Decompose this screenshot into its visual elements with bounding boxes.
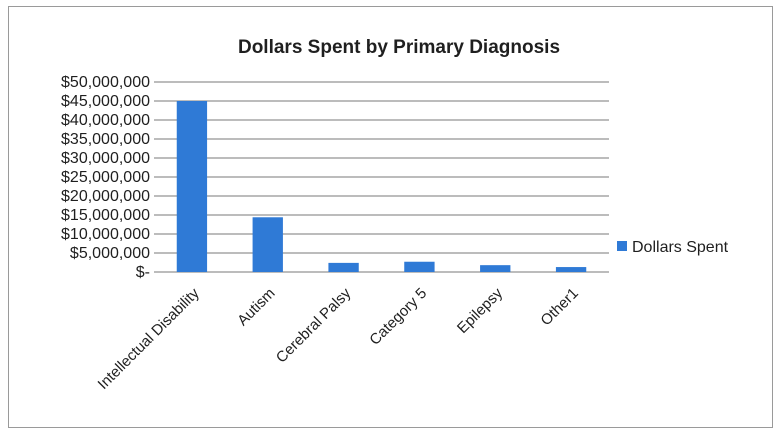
bar <box>480 265 511 272</box>
bar-chart: Dollars Spent by Primary Diagnosis $- $5,… <box>61 37 729 393</box>
y-tick-label: $20,000,000 <box>61 188 150 205</box>
y-tick-label: $30,000,000 <box>61 150 150 167</box>
y-tick-label: $15,000,000 <box>61 207 150 224</box>
bars <box>176 101 587 272</box>
y-tick-label: $- <box>136 264 150 281</box>
y-tick-label: $45,000,000 <box>61 93 150 110</box>
y-tick-label: $10,000,000 <box>61 226 150 243</box>
x-tick-label: Epilepsy <box>454 284 506 336</box>
x-tick-label: Intellectual Disability <box>95 284 203 392</box>
x-tick-label: Other1 <box>537 285 581 329</box>
chart-frame: Dollars Spent by Primary Diagnosis $- $5,… <box>8 6 773 428</box>
legend-swatch <box>617 241 627 251</box>
y-tick-label: $25,000,000 <box>61 169 150 186</box>
bar <box>176 101 208 272</box>
y-tick-label: $35,000,000 <box>61 131 150 148</box>
bar <box>404 261 435 272</box>
bar <box>252 217 283 272</box>
x-tick-label: Autism <box>234 285 278 329</box>
gridlines <box>154 81 609 273</box>
bar <box>328 262 359 272</box>
x-tick-label: Category 5 <box>366 285 430 349</box>
chart-title: Dollars Spent by Primary Diagnosis <box>238 37 560 58</box>
y-tick-label: $50,000,000 <box>61 74 150 91</box>
bar <box>555 267 587 272</box>
legend: Dollars Spent <box>617 239 729 256</box>
x-tick-label: Cerebral Palsy <box>273 284 355 366</box>
legend-label: Dollars Spent <box>632 239 729 256</box>
y-axis-ticks: $- $5,000,000 $10,000,000 $15,000,000 $20,00… <box>61 74 150 281</box>
y-tick-label: $5,000,000 <box>70 245 150 262</box>
y-tick-label: $40,000,000 <box>61 112 150 129</box>
